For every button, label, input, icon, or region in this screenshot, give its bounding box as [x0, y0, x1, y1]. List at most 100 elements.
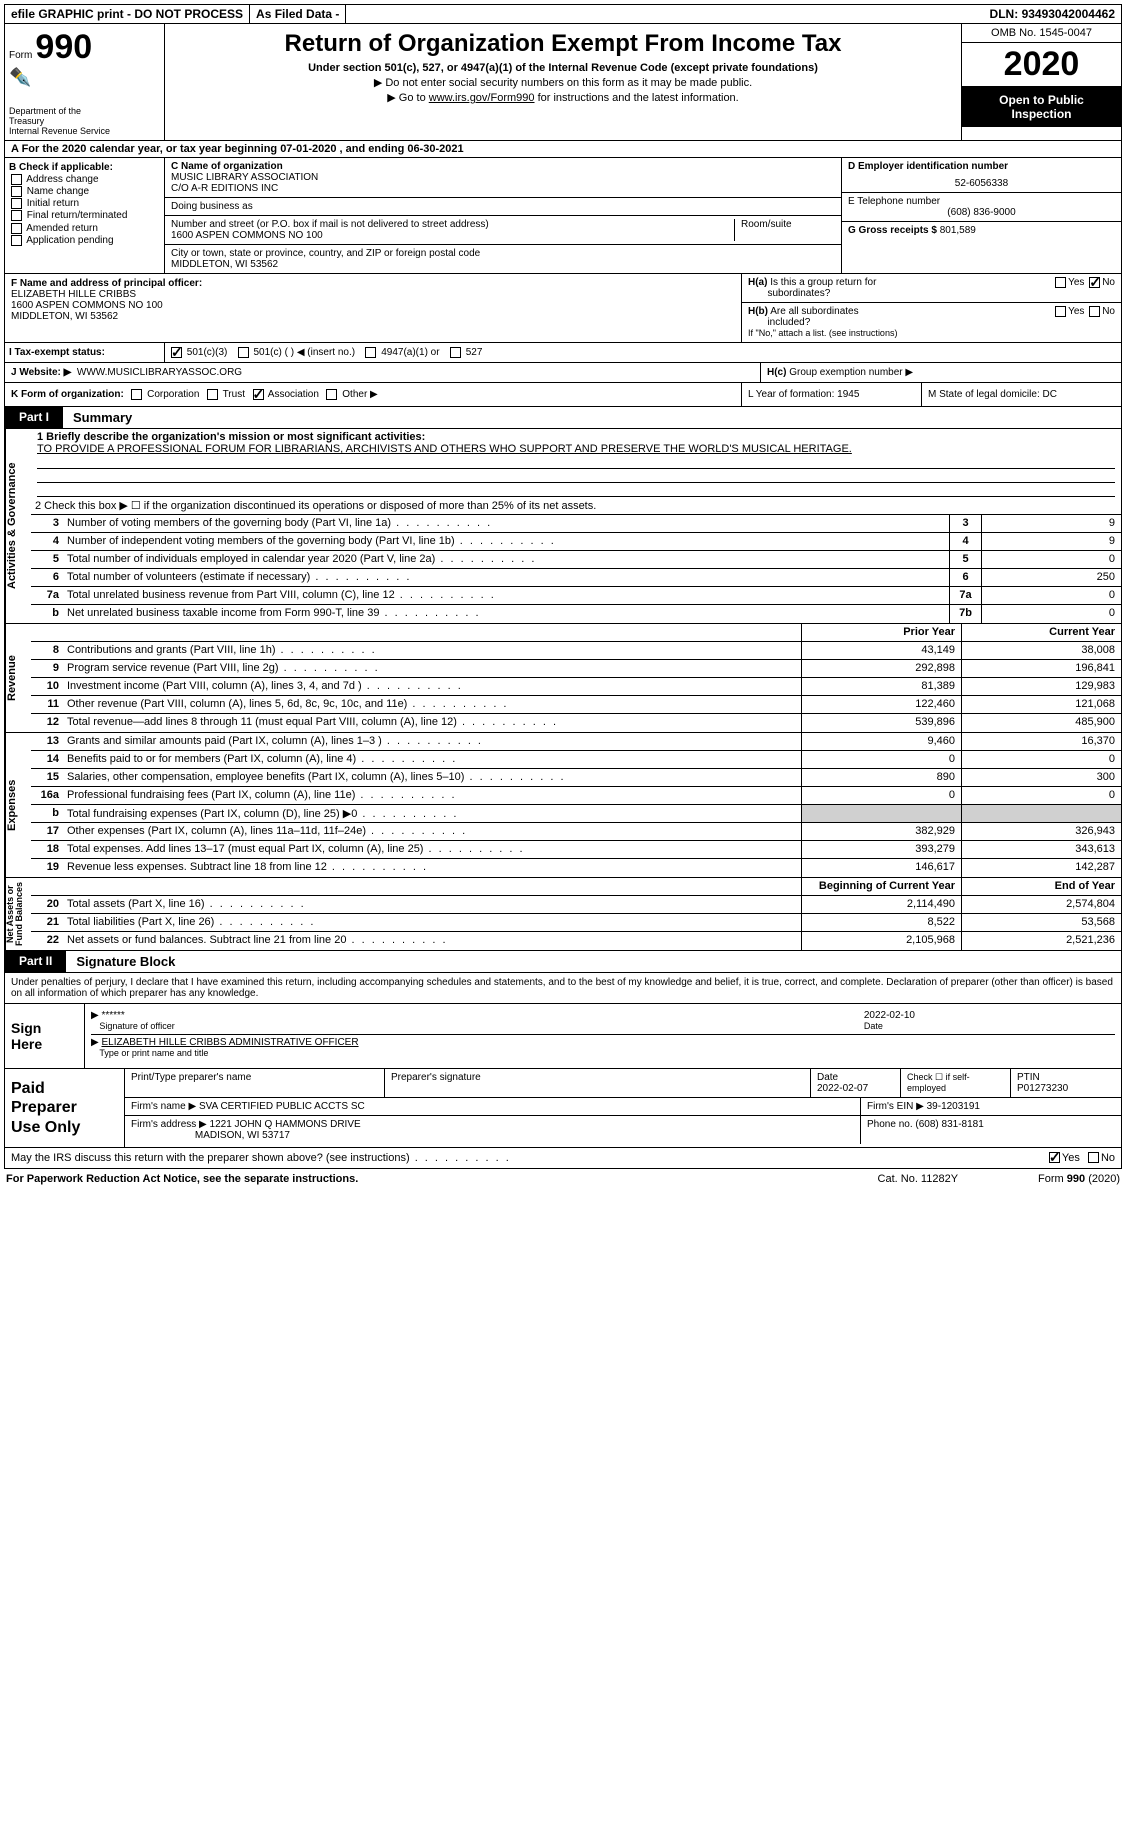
mission-text: TO PROVIDE A PROFESSIONAL FORUM FOR LIBR… [37, 443, 1115, 455]
summary-line: 19Revenue less expenses. Subtract line 1… [31, 859, 1121, 877]
entity-block: B Check if applicable: Address change Na… [4, 158, 1122, 274]
city-state-zip: MIDDLETON, WI 53562 [171, 259, 835, 270]
block-h: H(a) Is this a group return for subordin… [741, 274, 1121, 342]
dept-label: Department of theTreasuryInternal Revenu… [9, 106, 160, 136]
form-990-page: efile GRAPHIC print - DO NOT PROCESS As … [0, 0, 1126, 1193]
tax-year: 2020 [962, 43, 1121, 87]
pra-notice: For Paperwork Reduction Act Notice, see … [6, 1173, 358, 1185]
perjury-statement: Under penalties of perjury, I declare th… [4, 973, 1122, 1004]
revenue-section: Revenue Prior Year Current Year 8Contrib… [4, 624, 1122, 733]
form-note-2: ▶ Go to www.irs.gov/Form990 for instruct… [169, 91, 957, 104]
street-address: 1600 ASPEN COMMONS NO 100 [171, 230, 728, 241]
sign-here-label: SignHere [5, 1004, 85, 1068]
firm-ein: 39-1203191 [927, 1101, 980, 1112]
hb-yes-no[interactable]: Yes No [1053, 306, 1115, 339]
self-employed-check[interactable]: Check ☐ if self-employed [901, 1069, 1011, 1097]
header-right: OMB No. 1545-0047 2020 Open to PublicIns… [961, 24, 1121, 140]
dln: DLN: 93493042004462 [984, 5, 1121, 23]
gross-receipts-value: 801,589 [940, 225, 976, 236]
column-b: B Check if applicable: Address change Na… [5, 158, 165, 273]
officer-name: ELIZABETH HILLE CRIBBS [11, 289, 735, 300]
form-subtitle: Under section 501(c), 527, or 4947(a)(1)… [169, 62, 957, 74]
header-middle: Return of Organization Exempt From Incom… [165, 24, 961, 140]
sign-date: 2022-02-10 [864, 1010, 915, 1021]
paid-preparer-block: PaidPreparerUse Only Print/Type preparer… [4, 1069, 1122, 1148]
phone-value: (608) 836-9000 [848, 207, 1115, 218]
column-d-e-g: D Employer identification number 52-6056… [841, 158, 1121, 273]
ein-cell: D Employer identification number 52-6056… [842, 158, 1121, 193]
year-of-formation: L Year of formation: 1945 [741, 383, 921, 406]
tax-status-options[interactable]: 501(c)(3) 501(c) ( ) ◀ (insert no.) 4947… [165, 343, 1121, 362]
h-a: H(a) Is this a group return for subordin… [742, 274, 1121, 303]
vtab-revenue: Revenue [5, 624, 31, 732]
mission-block: 1 Briefly describe the organization's mi… [31, 429, 1121, 497]
chk-name-change[interactable]: Name change [9, 186, 160, 197]
irs-link[interactable]: www.irs.gov/Form990 [429, 92, 535, 104]
ha-yes-no[interactable]: Yes No [1053, 277, 1115, 299]
summary-line: 14Benefits paid to or for members (Part … [31, 751, 1121, 769]
column-c: C Name of organization MUSIC LIBRARY ASS… [165, 158, 841, 273]
street-cell: Number and street (or P.O. box if mail i… [165, 216, 841, 245]
chk-initial-return[interactable]: Initial return [9, 198, 160, 209]
summary-line: 11Other revenue (Part VIII, column (A), … [31, 696, 1121, 714]
summary-line: 10Investment income (Part VIII, column (… [31, 678, 1121, 696]
summary-line: 15Salaries, other compensation, employee… [31, 769, 1121, 787]
summary-line: 3Number of voting members of the governi… [31, 515, 1121, 533]
omb-number: OMB No. 1545-0047 [962, 24, 1121, 43]
chk-address-change[interactable]: Address change [9, 174, 160, 185]
header-left: Form 990 ✒️ Department of theTreasuryInt… [5, 24, 165, 140]
two-col-header: Prior Year Current Year [31, 624, 1121, 642]
vtab-net-assets: Net Assets orFund Balances [5, 878, 31, 950]
org-name-cell: C Name of organization MUSIC LIBRARY ASS… [165, 158, 841, 198]
preparer-date: 2022-02-07 [817, 1083, 868, 1094]
discuss-row: May the IRS discuss this return with the… [4, 1148, 1122, 1169]
preparer-header-row: Print/Type preparer's name Preparer's si… [125, 1069, 1121, 1098]
firm-name: SVA CERTIFIED PUBLIC ACCTS SC [199, 1101, 365, 1112]
chk-application-pending[interactable]: Application pending [9, 235, 160, 246]
org-care-of: C/O A-R EDITIONS INC [171, 183, 835, 194]
gross-receipts-cell: G Gross receipts $ 801,589 [842, 222, 1121, 239]
row-a-tax-year: A For the 2020 calendar year, or tax yea… [4, 141, 1122, 158]
chk-final-return[interactable]: Final return/terminated [9, 210, 160, 221]
dln-label: DLN: [990, 7, 1019, 21]
summary-line: 9Program service revenue (Part VIII, lin… [31, 660, 1121, 678]
signature-line[interactable]: ▶ ****** Signature of officer 2022-02-10… [91, 1010, 1115, 1035]
part-ii-tag: Part II [5, 951, 66, 972]
summary-line: bTotal fundraising expenses (Part IX, co… [31, 805, 1121, 823]
officer-name-line: ▶ ELIZABETH HILLE CRIBBS ADMINISTRATIVE … [91, 1037, 1115, 1059]
form-note-1: ▶ Do not enter social security numbers o… [169, 76, 957, 89]
part-i-header: Part I Summary [4, 407, 1122, 429]
website: J Website: ▶ WWW.MUSICLIBRARYASSOC.ORG [5, 363, 761, 382]
form-of-org[interactable]: K Form of organization: Corporation Trus… [5, 383, 741, 406]
firm-name-row: Firm's name ▶ SVA CERTIFIED PUBLIC ACCTS… [125, 1098, 1121, 1116]
sign-here-block: SignHere ▶ ****** Signature of officer 2… [4, 1004, 1122, 1069]
part-i-tag: Part I [5, 407, 63, 428]
summary-line: bNet unrelated business taxable income f… [31, 605, 1121, 623]
form-number: 990 [35, 28, 92, 66]
summary-line: 12Total revenue—add lines 8 through 11 (… [31, 714, 1121, 732]
dln-value: 93493042004462 [1022, 7, 1115, 21]
website-url[interactable]: WWW.MUSICLIBRARYASSOC.ORG [77, 367, 242, 378]
officer-street: 1600 ASPEN COMMONS NO 100 [11, 300, 735, 311]
form-title: Return of Organization Exempt From Incom… [169, 30, 957, 58]
activities-governance-section: Activities & Governance 1 Briefly descri… [4, 429, 1122, 624]
summary-line: 13Grants and similar amounts paid (Part … [31, 733, 1121, 751]
expenses-section: Expenses 13Grants and similar amounts pa… [4, 733, 1122, 878]
part-ii-header: Part II Signature Block [4, 951, 1122, 973]
block-f: F Name and address of principal officer:… [5, 274, 741, 342]
phone-cell: E Telephone number (608) 836-9000 [842, 193, 1121, 222]
summary-line: 4Number of independent voting members of… [31, 533, 1121, 551]
discuss-yes-no[interactable]: Yes No [1047, 1152, 1115, 1164]
form-prefix: Form [9, 50, 32, 61]
vtab-gov: Activities & Governance [5, 429, 31, 623]
state-of-domicile: M State of legal domicile: DC [921, 383, 1121, 406]
dba-cell: Doing business as [165, 198, 841, 216]
chk-amended-return[interactable]: Amended return [9, 223, 160, 234]
form-header: Form 990 ✒️ Department of theTreasuryInt… [4, 24, 1122, 141]
firm-phone: (608) 831-8181 [915, 1119, 983, 1130]
org-name: MUSIC LIBRARY ASSOCIATION [171, 172, 835, 183]
as-filed: As Filed Data - [250, 5, 346, 23]
line-2: 2 Check this box ▶ ☐ if the organization… [31, 497, 1121, 515]
summary-line: 6Total number of volunteers (estimate if… [31, 569, 1121, 587]
summary-line: 18Total expenses. Add lines 13–17 (must … [31, 841, 1121, 859]
